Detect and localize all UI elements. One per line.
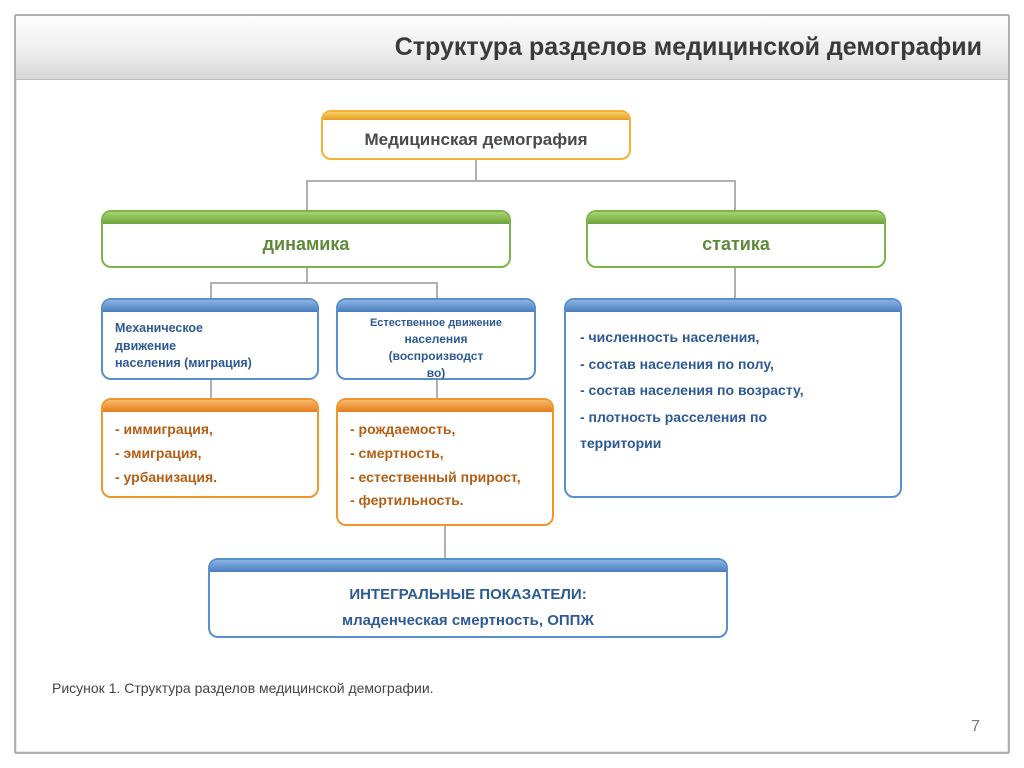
connector [306,180,736,182]
connector [436,380,438,398]
statics-line: - численность населения, [580,324,886,351]
connector [734,180,736,210]
statics-line: территории [580,430,886,457]
node-statics-body: - численность населения, - состав населе… [564,298,902,498]
node-immigration: - иммиграция, - эмиграция, - урбанизация… [101,398,319,498]
statics-label: статика [600,234,872,255]
natural-body: Естественное движение населения (воспрои… [350,316,522,382]
node-natural: Естественное движение населения (воспрои… [336,298,536,380]
natural-line: населения [350,331,522,348]
statics-line: - плотность расселения по [580,404,886,431]
node-strip [566,300,900,312]
statics-line: - состав населения по полу, [580,351,886,378]
node-strip [103,300,317,312]
birthrate-line: - рождаемость, [350,418,540,442]
node-strip [338,400,552,412]
birthrate-line: - фертильность. [350,489,540,513]
integral-line: младенческая смертность, ОППЖ [222,608,714,634]
node-strip [103,400,317,412]
birthrate-body: - рождаемость, - смертность, - естествен… [350,418,540,513]
connector [306,180,308,210]
dynamics-label: динамика [115,234,497,255]
birthrate-line: - естественный прирост, [350,466,540,490]
node-strip [103,212,509,224]
integral-body: ИНТЕГРАЛЬНЫЕ ПОКАЗАТЕЛИ: младенческая см… [222,582,714,633]
birthrate-line: - смертность, [350,442,540,466]
node-integral: ИНТЕГРАЛЬНЫЕ ПОКАЗАТЕЛИ: младенческая см… [208,558,728,638]
connector [475,160,477,180]
slide-title: Структура разделов медицинской демографи… [395,33,982,62]
root-label: Медицинская демография [335,130,617,150]
figure-caption: Рисунок 1. Структура разделов медицинско… [52,680,434,696]
node-dynamics: динамика [101,210,511,268]
title-bar: Структура разделов медицинской демографи… [16,16,1008,80]
immigration-line: - урбанизация. [115,466,305,490]
connector [210,380,212,398]
slide-frame: Структура разделов медицинской демографи… [14,14,1010,754]
connector [210,282,438,284]
mechanical-line: движение [115,338,305,356]
statics-line: - состав населения по возрасту, [580,377,886,404]
immigration-body: - иммиграция, - эмиграция, - урбанизация… [115,418,305,489]
node-strip [323,112,629,120]
node-strip [588,212,884,224]
node-strip [338,300,534,312]
node-mechanical: Механическое движение населения (миграци… [101,298,319,380]
node-statics: статика [586,210,886,268]
natural-line: (воспроизводст [350,348,522,365]
node-birthrate: - рождаемость, - смертность, - естествен… [336,398,554,526]
mechanical-body: Механическое движение населения (миграци… [115,320,305,373]
mechanical-line: Механическое [115,320,305,338]
connector [436,282,438,298]
statics-lines: - численность населения, - состав населе… [580,324,886,457]
connector [306,268,308,282]
node-root: Медицинская демография [321,110,631,160]
integral-line: ИНТЕГРАЛЬНЫЕ ПОКАЗАТЕЛИ: [222,582,714,608]
immigration-line: - эмиграция, [115,442,305,466]
connector [210,282,212,298]
natural-line: во) [350,365,522,382]
mechanical-line: населения (миграция) [115,355,305,373]
immigration-line: - иммиграция, [115,418,305,442]
diagram-area: Медицинская демография динамика статика … [16,80,1008,690]
node-strip [210,560,726,572]
natural-line: Естественное движение [350,316,522,331]
connector [444,526,446,558]
page-number: 7 [971,718,980,736]
connector [734,268,736,298]
